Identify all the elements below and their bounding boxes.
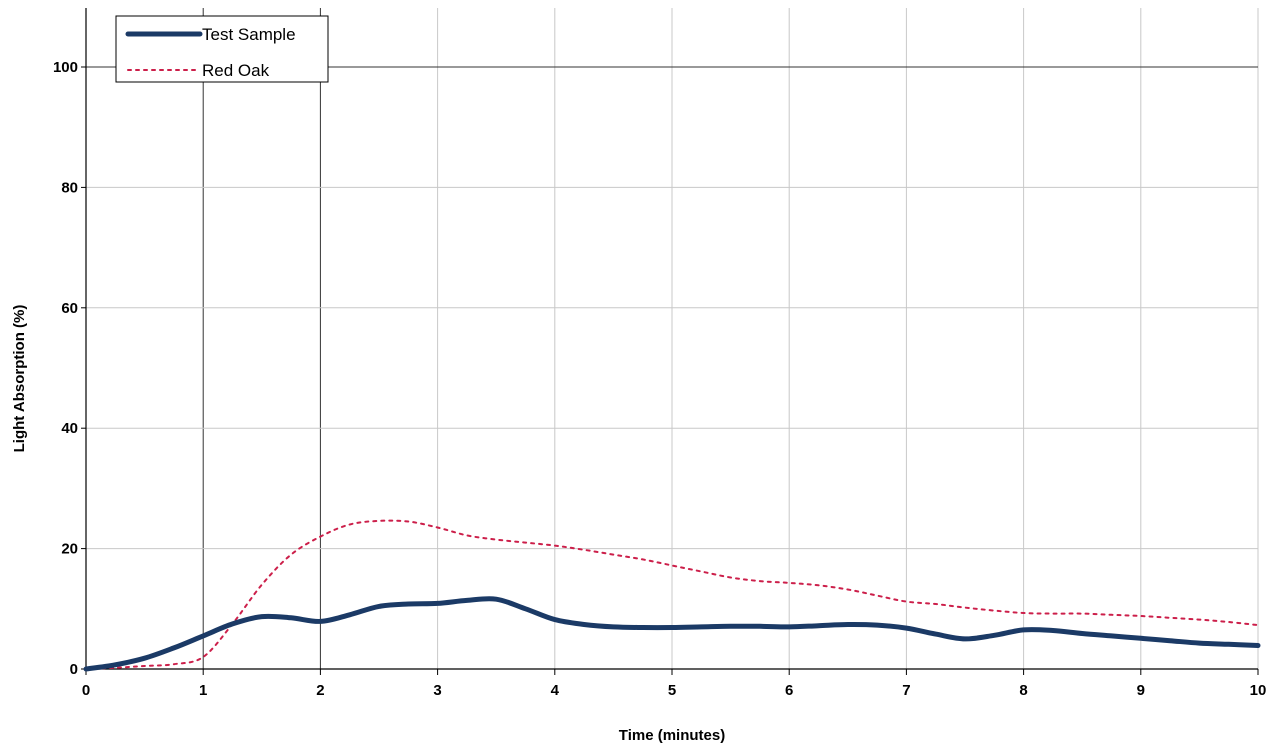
grid-lines xyxy=(86,8,1259,669)
series-line-test-sample xyxy=(83,596,1261,672)
y-tick-label: 40 xyxy=(61,420,78,437)
legend-box xyxy=(115,15,329,83)
x-tick-label: 8 xyxy=(1019,682,1027,699)
x-tick-label: 0 xyxy=(82,682,90,699)
x-tick-label: 10 xyxy=(1250,682,1267,699)
y-tick-labels: 0 20 40 60 80 100 xyxy=(53,59,78,678)
series-line-red-oak xyxy=(85,519,1259,670)
y-tick-label: 100 xyxy=(53,59,78,76)
y-axis-title: Light Absorption (%) xyxy=(11,305,28,453)
x-tick-label: 1 xyxy=(199,682,207,699)
x-tick-label: 4 xyxy=(551,682,560,699)
legend-label-test-sample: Test Sample xyxy=(202,25,296,44)
x-tick-label: 3 xyxy=(433,682,441,699)
x-tick-label: 5 xyxy=(668,682,676,699)
x-tick-label: 2 xyxy=(316,682,324,699)
x-tick-labels: 0 1 2 3 4 5 6 7 8 9 10 xyxy=(82,682,1267,699)
legend: Test Sample Red Oak xyxy=(115,15,329,83)
axes xyxy=(81,8,1259,675)
x-tick-label: 6 xyxy=(785,682,793,699)
legend-label-red-oak: Red Oak xyxy=(202,61,270,80)
x-tick-label: 7 xyxy=(902,682,910,699)
y-tick-label: 80 xyxy=(61,179,78,196)
series-lines xyxy=(83,519,1261,672)
y-tick-label: 60 xyxy=(61,300,78,317)
y-tick-label: 0 xyxy=(70,661,78,678)
y-tick-label: 20 xyxy=(61,541,78,558)
x-axis-title: Time (minutes) xyxy=(619,727,725,744)
x-tick-label: 9 xyxy=(1137,682,1145,699)
